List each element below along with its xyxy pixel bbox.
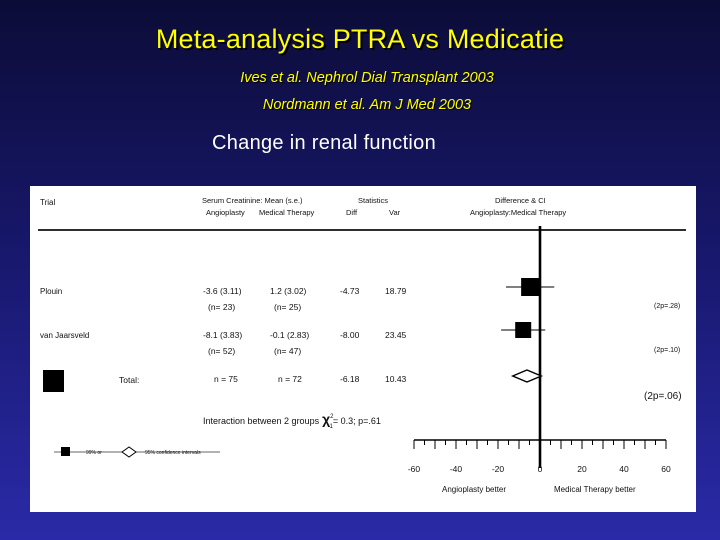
slide-title: Meta-analysis PTRA vs Medicatie [155,24,565,54]
header-diffci-sub: Angioplasty:Medical Therapy [470,208,566,217]
header-diff: Diff [346,208,358,217]
row2-var: 23.45 [385,330,407,340]
header-angioplasty: Angioplasty [206,208,245,217]
forest-plot: Trial Serum Creatinine: Mean (s.e.) Angi… [38,196,686,494]
legend-diamond-label: 95% confidence intervals [145,450,201,456]
row2-p: (2p=.10) [654,347,680,354]
row1-med-n: (n= 25) [274,302,301,312]
total-var: 10.43 [385,374,407,384]
axis-right-label: Medical Therapy better [554,485,636,494]
interaction-chi-sup: 2 [330,414,334,420]
row2-angio-n: (n= 52) [208,346,235,356]
interaction-chi-sub: 1 [329,424,333,430]
forest-plot-panel: Trial Serum Creatinine: Mean (s.e.) Angi… [30,186,696,512]
x-tick-label: -40 [450,464,463,474]
axis-left-label: Angioplasty better [442,485,506,494]
x-tick-label: 60 [661,464,671,474]
total-diff: -6.18 [340,374,360,384]
x-tick-label: -60 [408,464,421,474]
header-statistics: Statistics [358,196,388,205]
x-tick-label: 40 [619,464,629,474]
legend-square [61,447,70,456]
reference-ives: Ives et al. Nephrol Dial Transplant 2003 [240,70,494,86]
row1-diff: -4.73 [340,286,360,296]
total-angio-n: n = 75 [214,374,238,384]
row1-trial: Plouin [40,287,62,296]
slide-subtitle: Change in renal function [212,132,437,154]
row1-var: 18.79 [385,286,407,296]
x-tick-label: 0 [538,464,543,474]
header-diffci: Difference & CI [495,196,546,205]
interaction-prefix: Interaction between 2 groups [203,416,320,426]
row2-trial: van Jaarsveld [40,331,89,340]
header-trial: Trial [40,198,55,207]
total-med-n: n = 72 [278,374,302,384]
x-tick-label: -20 [492,464,505,474]
x-tick-label: 20 [577,464,587,474]
reference-nordmann: Nordmann et al. Am J Med 2003 [262,97,472,113]
header-creatinine: Serum Creatinine: Mean (s.e.) [202,196,303,205]
total-marker-square [43,370,64,392]
legend-diamond [121,446,137,458]
row2-med-n: (n= 47) [274,346,301,356]
total-diamond [510,369,544,383]
total-p: (2p=.06) [644,391,682,402]
row2-diff: -8.00 [340,330,360,340]
row1-angio-n: (n= 23) [208,302,235,312]
interaction-chi: χ [322,411,330,427]
row2-med: -0.1 (2.83) [270,330,309,340]
header-medical: Medical Therapy [259,208,315,217]
header-var: Var [389,208,401,217]
study-square [515,322,532,338]
interaction-rest: = 0.3; p=.61 [333,416,381,426]
row2-angio: -8.1 (3.83) [203,330,242,340]
row1-angio: -3.6 (3.11) [203,286,242,296]
row1-med: 1.2 (3.02) [270,286,307,296]
total-label: Total: [119,375,139,385]
legend-box-label: 99% or [86,450,102,456]
row1-p: (2p=.28) [654,303,680,310]
interaction-text: Interaction between 2 groups χ2 1= 0.3; p=… [203,411,381,430]
plot-layer: -60 -40 -20 0 20 40 60 [408,226,671,474]
study-square [521,278,540,296]
